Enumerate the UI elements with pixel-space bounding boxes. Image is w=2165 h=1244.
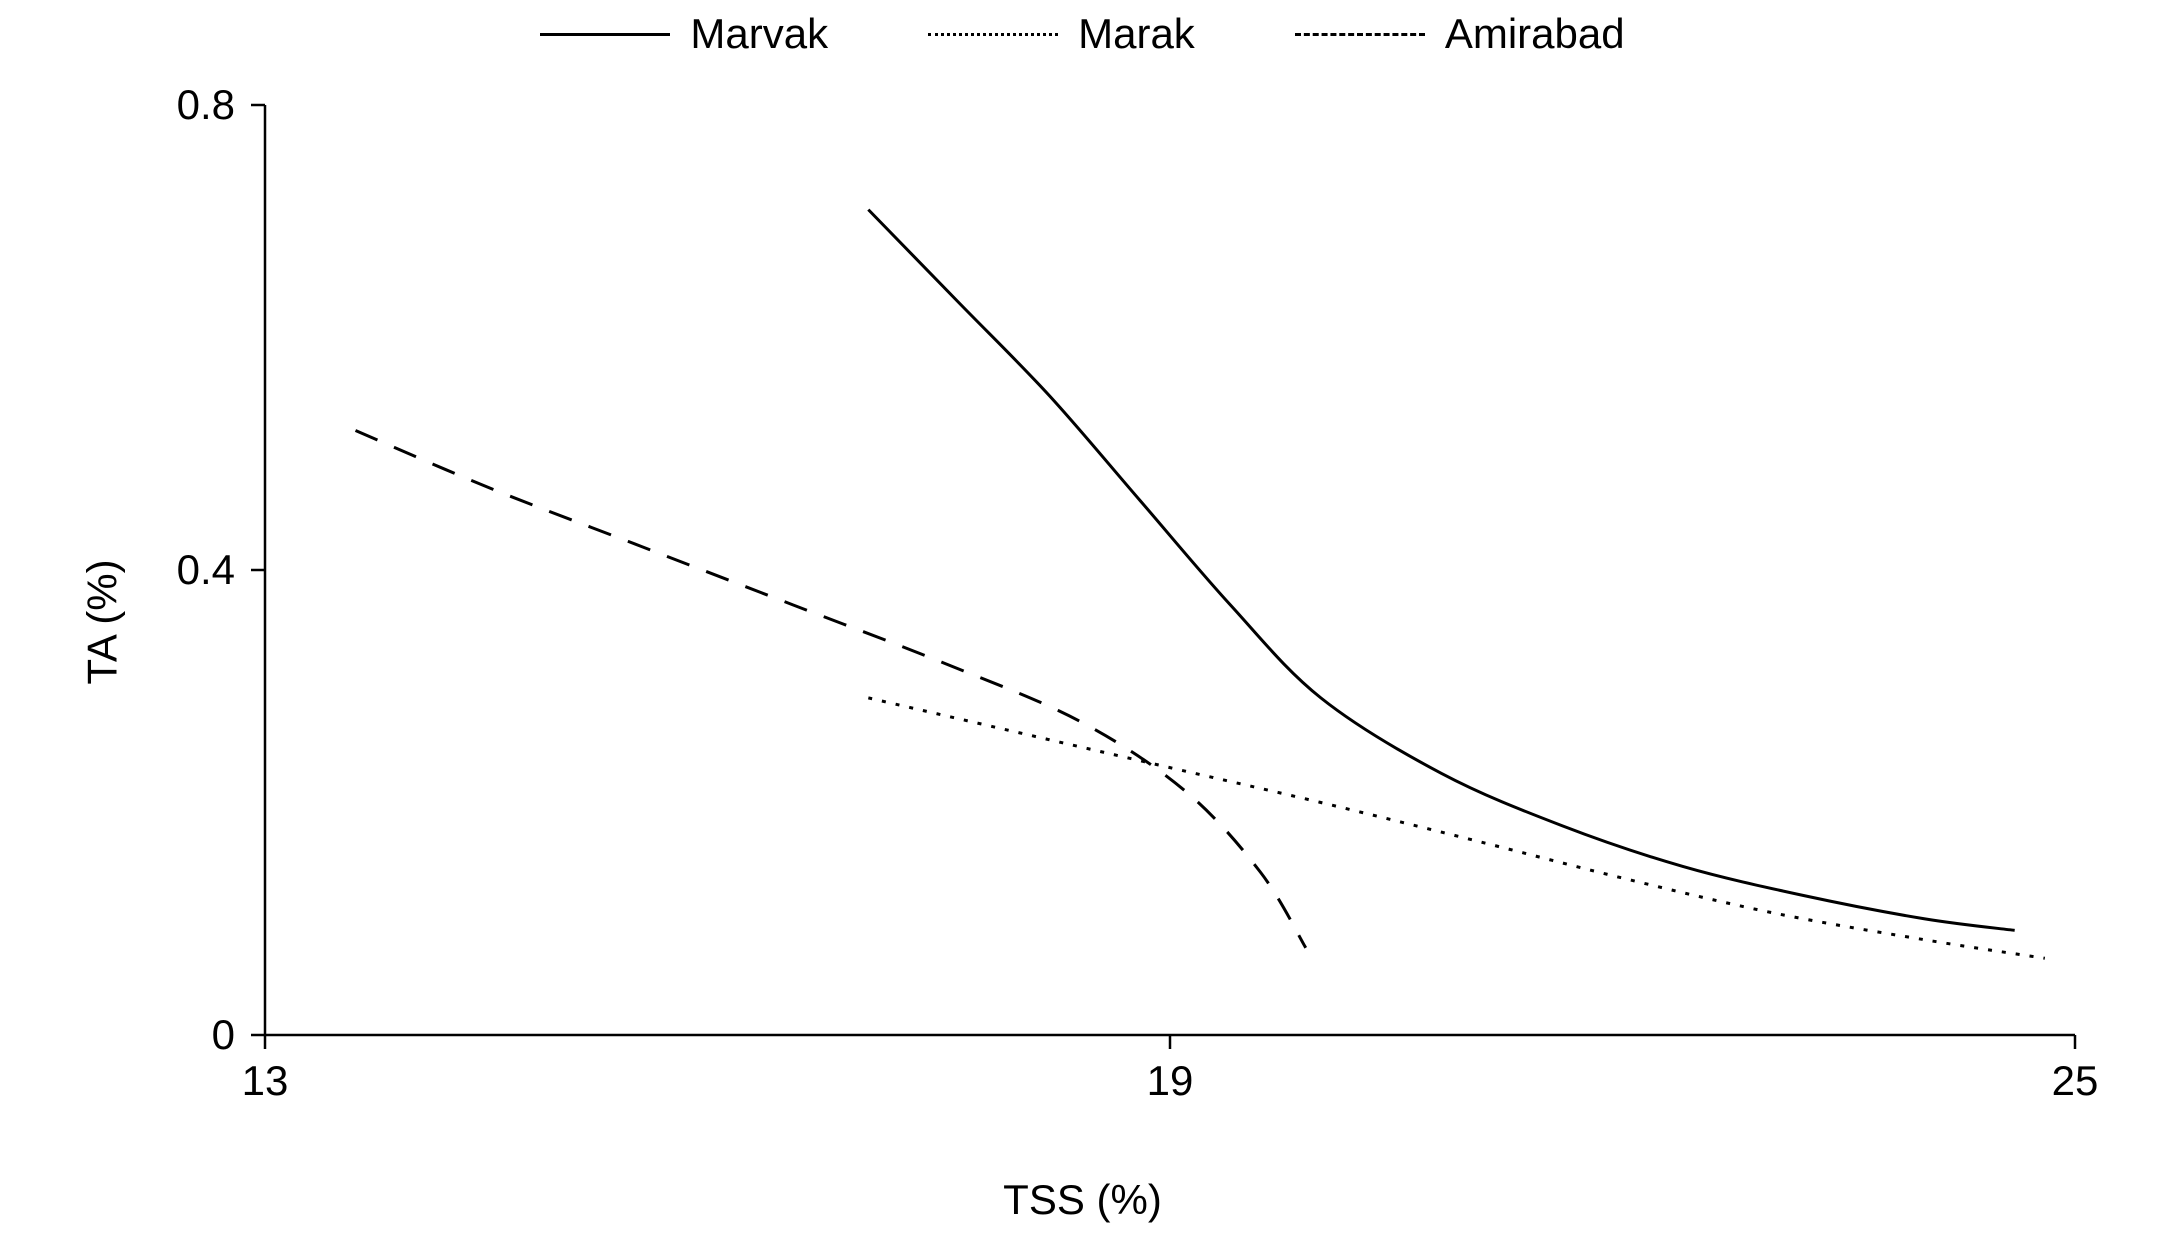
x-tick-label: 19 (1147, 1057, 1194, 1105)
legend-label-marvak: Marvak (690, 10, 828, 58)
x-tick-label: 13 (242, 1057, 289, 1105)
y-tick-label: 0 (155, 1011, 235, 1059)
series-marvak (868, 210, 2014, 931)
y-tick-label: 0.8 (155, 81, 235, 129)
y-axis-title: TA (%) (79, 559, 127, 684)
legend-swatch-marvak (540, 33, 670, 36)
legend-swatch-amirabad (1295, 33, 1425, 36)
x-axis-title: TSS (%) (1003, 1176, 1162, 1224)
series-amirabad (356, 431, 1306, 948)
legend-label-amirabad: Amirabad (1445, 10, 1625, 58)
series-marak (868, 698, 2045, 958)
plot-area (245, 95, 2095, 1055)
y-tick-label: 0.4 (155, 546, 235, 594)
legend-swatch-marak (928, 33, 1058, 36)
plot-svg (245, 95, 2095, 1055)
x-tick-label: 25 (2052, 1057, 2099, 1105)
legend-item-marvak: Marvak (540, 10, 828, 58)
tick-marks (251, 105, 2075, 1049)
legend: Marvak Marak Amirabad (0, 10, 2165, 58)
legend-item-marak: Marak (928, 10, 1195, 58)
legend-item-amirabad: Amirabad (1295, 10, 1625, 58)
legend-label-marak: Marak (1078, 10, 1195, 58)
chart-container: Marvak Marak Amirabad 0 0.4 0.8 13 19 25 (0, 0, 2165, 1244)
